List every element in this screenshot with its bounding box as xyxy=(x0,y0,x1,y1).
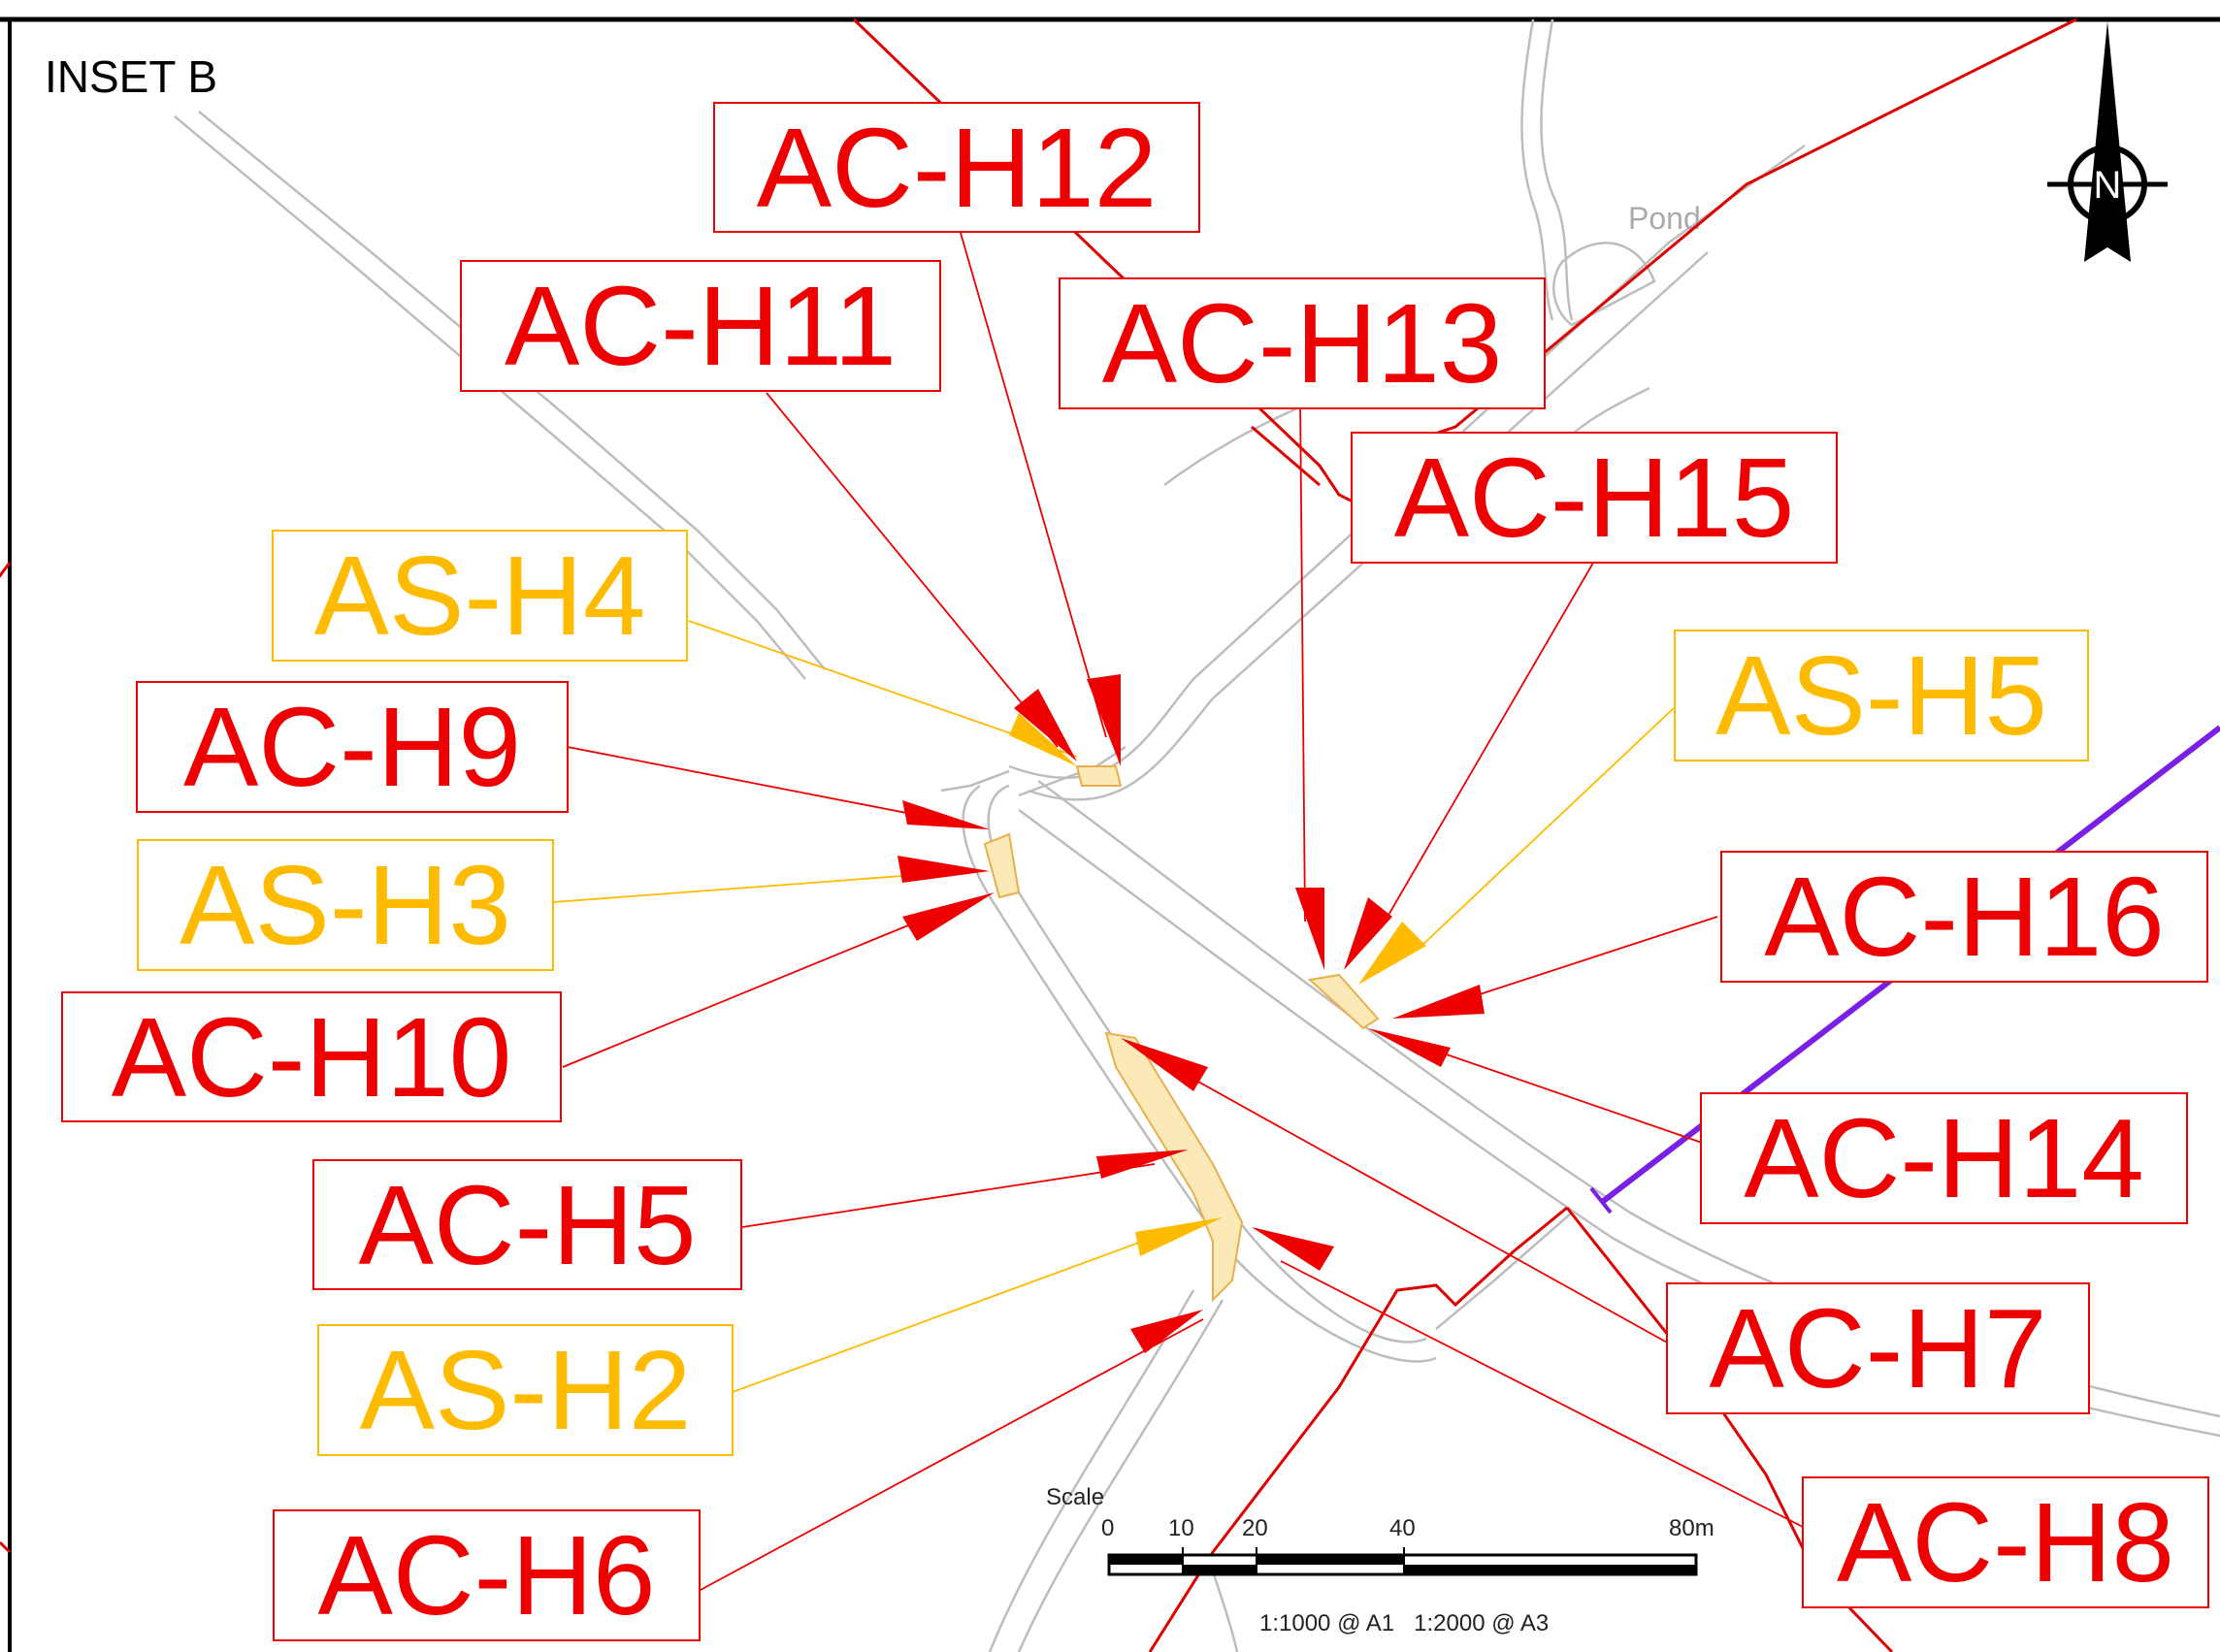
scale-tick-0: 0 xyxy=(1101,1515,1115,1541)
purple-line-end xyxy=(1589,1186,1613,1215)
arrow-ac-h11 xyxy=(1014,689,1077,761)
label-ac-h11: AC-H11 xyxy=(460,260,941,392)
arrowheads xyxy=(898,674,1485,1353)
label-ac-h15: AC-H15 xyxy=(1351,432,1838,564)
arrow-ac-h9 xyxy=(902,800,990,829)
scale-ratios: 1:1000 @ A1 1:2000 @ A3 xyxy=(1259,1610,1550,1636)
pond-outline xyxy=(1552,242,1656,327)
arrow-ac-h16 xyxy=(1392,985,1485,1019)
label-ac-h16: AC-H16 xyxy=(1720,851,2208,983)
north-arrow-icon: N xyxy=(2047,21,2168,262)
arrow-ac-h14 xyxy=(1368,1028,1451,1067)
label-ac-h13: AC-H13 xyxy=(1059,277,1546,409)
label-ac-h12: AC-H12 xyxy=(713,102,1200,233)
arrow-ac-h10 xyxy=(902,892,995,941)
arrow-ac-h7 xyxy=(1121,1038,1208,1091)
label-as-h3: AS-H3 xyxy=(137,839,554,971)
inset-title: INSET B xyxy=(45,51,218,102)
arrow-as-h3 xyxy=(898,856,990,883)
label-ac-h10: AC-H10 xyxy=(61,991,562,1122)
arrow-ac-h13 xyxy=(1295,888,1324,970)
arrow-as-h2 xyxy=(1135,1217,1223,1256)
label-ac-h8: AC-H8 xyxy=(1802,1476,2209,1608)
scale-bar xyxy=(1107,1547,1698,1576)
label-ac-h14: AC-H14 xyxy=(1700,1092,2188,1224)
label-as-h5: AS-H5 xyxy=(1674,630,2089,761)
highlight-segments xyxy=(983,765,1380,1303)
arrow-as-h4 xyxy=(1009,713,1077,766)
arrow-ac-h6 xyxy=(1130,1310,1203,1353)
label-as-h2: AS-H2 xyxy=(317,1324,734,1456)
arrow-as-h5 xyxy=(1358,922,1426,985)
label-ac-h5: AC-H5 xyxy=(312,1159,742,1290)
label-as-h4: AS-H4 xyxy=(272,530,688,662)
arrow-ac-h5 xyxy=(1096,1150,1189,1179)
arrow-ac-h15 xyxy=(1344,897,1392,970)
scale-caption: Scale xyxy=(1046,1484,1105,1510)
scale-tick-10: 10 xyxy=(1168,1515,1194,1541)
label-ac-h9: AC-H9 xyxy=(136,681,569,813)
north-letter: N xyxy=(2094,164,2122,207)
scale-tick-80m: 80m xyxy=(1669,1515,1714,1541)
arrow-ac-h8 xyxy=(1252,1227,1334,1271)
arrow-ac-h12 xyxy=(1087,674,1121,766)
scale-tick-40: 40 xyxy=(1389,1515,1416,1541)
label-ac-h7: AC-H7 xyxy=(1666,1282,2090,1414)
pond-label: Pond xyxy=(1628,201,1701,236)
scale-tick-20: 20 xyxy=(1242,1515,1268,1541)
label-ac-h6: AC-H6 xyxy=(273,1509,701,1641)
